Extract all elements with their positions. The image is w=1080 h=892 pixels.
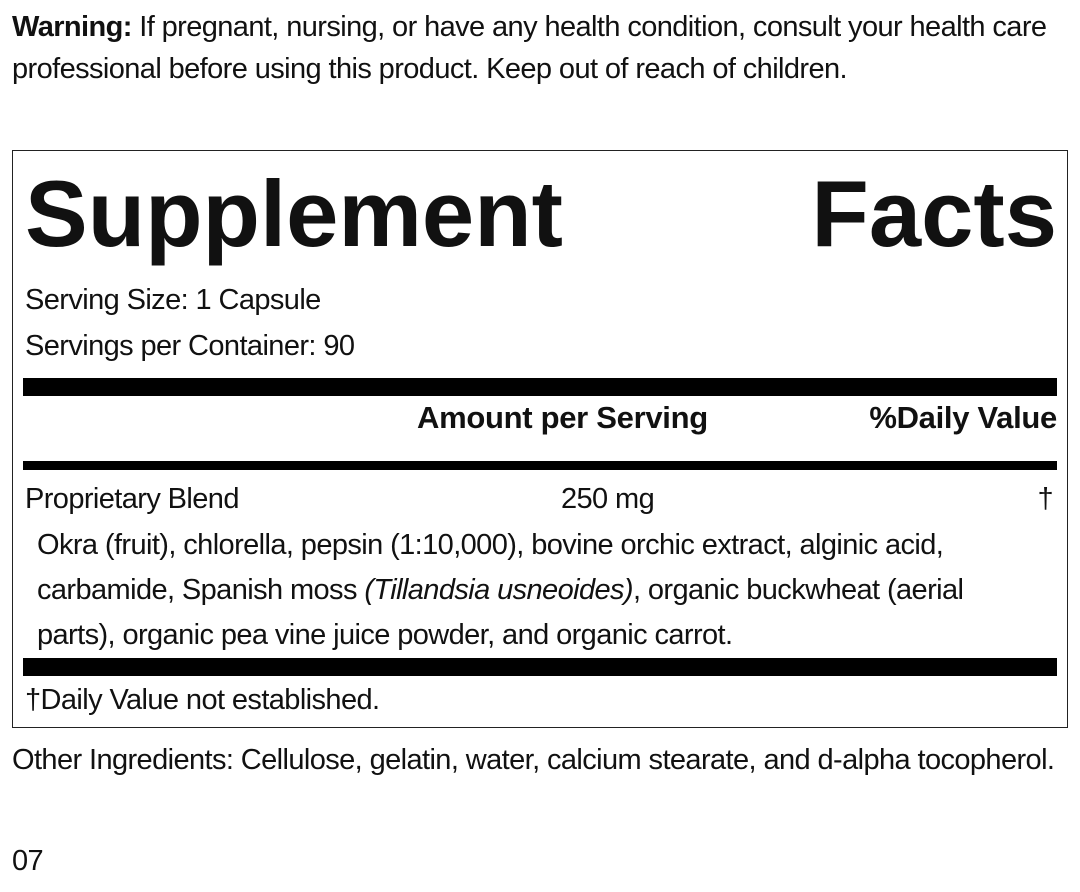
medium-rule	[23, 461, 1057, 470]
warning: Warning: If pregnant, nursing, or have a…	[12, 6, 1052, 90]
row-daily-value: †	[1037, 483, 1053, 515]
other-ingredients: Other Ingredients: Cellulose, gelatin, w…	[12, 744, 1055, 776]
serving-info: Serving Size: 1 Capsule Servings per Con…	[25, 277, 355, 369]
ingredients-italic: (Tillandsia usneoides)	[364, 574, 633, 606]
ingredients-text: Okra (fruit), chlorella, pepsin (1:10,00…	[37, 529, 944, 606]
row-amount: 250 mg	[561, 483, 655, 515]
column-header: %Daily Value	[869, 400, 1057, 435]
warning-label: Warning:	[12, 11, 132, 43]
footnote: †Daily Value not established.	[25, 684, 380, 716]
thick-rule	[23, 378, 1057, 396]
serving-size: Serving Size: 1 Capsule	[25, 284, 321, 316]
product-code: 07	[12, 845, 44, 877]
column-header: Amount per Serving	[417, 400, 708, 435]
ingredients-text: , organic buckwheat (aerial parts), orga…	[37, 574, 964, 651]
row-name: Proprietary Blend	[25, 483, 239, 515]
warning-text: If pregnant, nursing, or have any health…	[12, 11, 1047, 85]
facts-panel: Supplement Facts Serving Size: 1 Capsule…	[12, 150, 1068, 728]
ingredients: Okra (fruit), chlorella, pepsin (1:10,00…	[37, 523, 1047, 658]
thick-rule	[23, 658, 1057, 676]
facts-title: Supplement Facts	[25, 161, 1057, 266]
servings-per-container: Servings per Container: 90	[25, 330, 355, 362]
